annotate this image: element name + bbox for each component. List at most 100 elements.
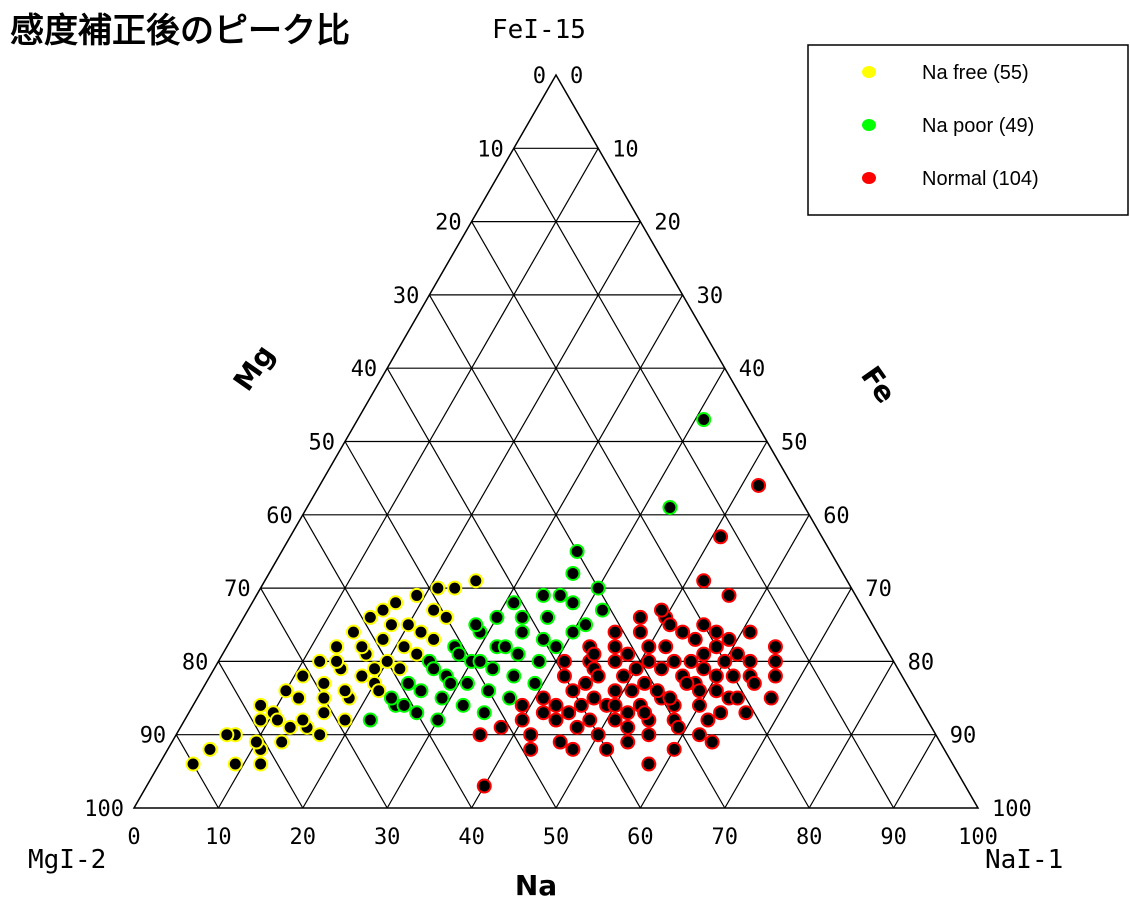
data-point: [506, 595, 522, 611]
tick-label-left: 50: [309, 431, 336, 456]
data-point: [523, 727, 539, 743]
grid-line-mg: [344, 441, 557, 809]
data-point: [535, 705, 551, 721]
tick-label-left: 70: [224, 577, 251, 602]
data-point: [468, 573, 484, 589]
data-point: [696, 573, 712, 589]
tick-label-left: 20: [435, 211, 462, 236]
data-point: [506, 668, 522, 684]
data-point: [371, 683, 387, 699]
axis-label-na: Na: [515, 869, 557, 902]
data-point: [569, 543, 585, 559]
data-point: [248, 734, 264, 750]
data-point: [392, 661, 408, 677]
data-point: [485, 661, 501, 677]
data-point: [708, 639, 724, 655]
data-point: [565, 624, 581, 640]
data-point: [510, 646, 526, 662]
data-point: [578, 617, 594, 633]
data-point: [185, 756, 201, 772]
grid-line-mg: [513, 148, 895, 809]
chart-title: 感度補正後のピーク比: [10, 11, 350, 51]
axis-label-fe: Fe: [854, 360, 902, 409]
tick-label-right: 50: [781, 431, 808, 456]
data-point: [767, 668, 783, 684]
data-point: [345, 624, 361, 640]
data-point: [620, 719, 636, 735]
data-point: [451, 646, 467, 662]
tick-label-left: 60: [266, 504, 293, 529]
tick-label-right: 20: [654, 211, 681, 236]
data-point: [616, 668, 632, 684]
data-point: [514, 712, 530, 728]
tick-label-left: 0: [533, 64, 546, 89]
data-point: [535, 690, 551, 706]
grid-line-na: [893, 734, 937, 809]
data-point: [253, 712, 269, 728]
tick-label-right: 90: [950, 724, 977, 749]
data-point: [337, 712, 353, 728]
data-point: [434, 690, 450, 706]
data-point: [514, 697, 530, 713]
data-point: [535, 631, 551, 647]
data-point: [497, 639, 513, 655]
data-point: [535, 587, 551, 603]
data-point: [548, 639, 564, 655]
data-point: [696, 617, 712, 633]
data-point: [679, 675, 695, 691]
data-point: [746, 675, 762, 691]
tick-label-bottom: 90: [880, 825, 907, 850]
data-point: [548, 697, 564, 713]
data-point: [586, 690, 602, 706]
data-point: [654, 661, 669, 677]
data-point: [400, 617, 416, 633]
data-point: [274, 734, 290, 750]
data-point: [767, 653, 783, 669]
data-point: [662, 499, 678, 515]
data-point: [721, 587, 737, 603]
data-point: [396, 697, 412, 713]
tick-label-left: 90: [140, 724, 167, 749]
data-point: [607, 653, 623, 669]
data-point: [721, 631, 737, 647]
legend-marker: [862, 172, 876, 184]
data-point: [316, 690, 332, 706]
data-point: [409, 587, 425, 603]
tick-labels: 0 10 20 30 40 50 60 70 80 90 100100908070605040302…: [84, 64, 1032, 850]
data-point: [632, 624, 648, 640]
data-point: [565, 683, 581, 699]
data-point: [713, 705, 729, 721]
data-point: [620, 705, 636, 721]
tick-label-right: 30: [697, 284, 724, 309]
data-point: [476, 705, 492, 721]
data-point: [383, 617, 399, 633]
data-point: [624, 683, 640, 699]
data-point: [717, 653, 733, 669]
data-point: [219, 727, 235, 743]
data-point: [468, 617, 484, 633]
data-point: [316, 705, 332, 721]
tick-label-right: 80: [908, 650, 935, 675]
legend-label: Na free (55): [922, 62, 1029, 84]
data-point: [362, 712, 378, 728]
data-point: [594, 602, 610, 618]
data-point: [552, 587, 568, 603]
data-point: [590, 727, 606, 743]
data-point: [632, 609, 648, 625]
data-point: [269, 712, 285, 728]
data-point: [738, 705, 754, 721]
data-point: [628, 661, 644, 677]
data-point: [400, 675, 416, 691]
data-point: [620, 646, 636, 662]
tick-label-left: 10: [477, 137, 504, 162]
grid-line-na: [555, 441, 768, 809]
data-point: [426, 661, 442, 677]
data-point: [552, 734, 568, 750]
legend-label: Normal (104): [922, 168, 1039, 190]
tick-label-right: 10: [612, 137, 639, 162]
data-point: [455, 697, 471, 713]
data-point: [472, 727, 488, 743]
data-point: [742, 653, 758, 669]
data-point: [540, 609, 556, 625]
data-point: [725, 668, 741, 684]
